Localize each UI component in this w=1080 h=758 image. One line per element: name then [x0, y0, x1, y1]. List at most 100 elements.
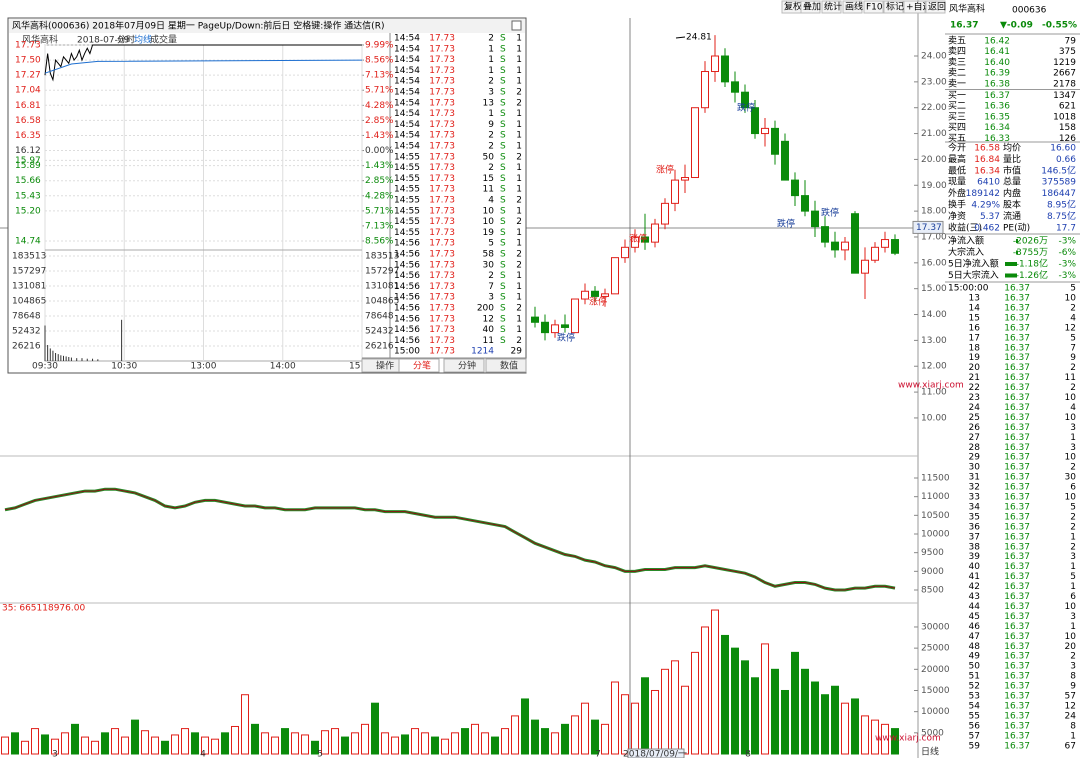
y-tick-label: 19.00 [921, 181, 947, 191]
candle-body [751, 107, 759, 135]
volume-bar [151, 736, 159, 755]
tick-index: 37 [969, 532, 980, 542]
trade-cell: 1 [516, 131, 522, 141]
tick-price: 16.37 [1004, 731, 1030, 741]
trade-cell: S [500, 206, 506, 216]
tick-index: 16 [969, 323, 981, 333]
trade-cell: S [500, 282, 506, 292]
trade-cell: 14:56 [394, 239, 420, 249]
book-volume: 1219 [1053, 58, 1076, 68]
volume-bar [11, 732, 19, 755]
candle-body [661, 202, 669, 225]
y-tick-label: 13.00 [921, 336, 947, 346]
candle-body [611, 257, 619, 295]
toolbar-button[interactable] [863, 0, 884, 14]
book-side: 买二 [948, 101, 966, 112]
y-tick-label: 183513 [12, 252, 46, 262]
trade-cell: 14:56 [394, 336, 420, 346]
stat-value: 16.58 [974, 144, 1000, 154]
toolbar-button[interactable] [883, 0, 904, 14]
trade-cell: 17.73 [429, 185, 455, 195]
volume-bar [681, 685, 689, 755]
volume-bar [261, 732, 269, 755]
y2-tick-label: 1.43% [365, 131, 394, 141]
tick-index: 40 [969, 562, 981, 572]
toolbar-button[interactable] [903, 0, 926, 14]
book-side: 买五 [948, 133, 966, 144]
stock-name: 风华高科 [949, 3, 985, 15]
trade-cell: 17.73 [429, 250, 455, 260]
limit-annotation: 跌停 [557, 332, 575, 344]
tick-index: 47 [969, 632, 980, 642]
tick-index: 38 [969, 542, 981, 552]
stat-value: 0.462 [974, 223, 1000, 233]
tab[interactable] [443, 358, 485, 373]
trade-cell: 14:56 [394, 282, 420, 292]
trade-cell: 17.73 [429, 271, 455, 281]
volume-bar [691, 651, 699, 755]
volume-bar [251, 723, 259, 755]
popup-close[interactable] [511, 20, 522, 31]
volume-bar [361, 723, 369, 755]
trade-cell: 1 [488, 55, 494, 65]
y-tick-label: 10500 [921, 511, 950, 521]
tick-price: 16.37 [1004, 512, 1030, 522]
toolbar-button[interactable] [821, 0, 842, 14]
volume-bar [801, 668, 809, 755]
tick-index: 17 [969, 333, 980, 343]
volume-bar [621, 694, 629, 755]
trade-cell: 1 [488, 109, 494, 119]
tick-index: 52 [969, 682, 980, 692]
tick-volume: 7 [1070, 343, 1076, 353]
candle-body [851, 213, 859, 274]
candle-body [731, 81, 739, 93]
candle-body [651, 223, 659, 243]
y2-tick-label: 157297 [365, 266, 399, 276]
trade-cell: 14:55 [394, 228, 420, 238]
trade-cell: 1 [516, 174, 522, 184]
tick-volume: 2 [1070, 512, 1076, 522]
volume-bar [481, 732, 489, 755]
trade-cell: 1 [516, 325, 522, 335]
trade-cell: S [500, 336, 506, 346]
tick-index: 36 [969, 522, 981, 532]
volume-bar [31, 728, 39, 755]
toolbar-button[interactable] [842, 0, 863, 14]
volume-bar [811, 681, 819, 755]
change-pct: -0.55% [1042, 21, 1077, 31]
y2-tick-label: 5.71% [365, 86, 394, 96]
tick-volume: 3 [1070, 443, 1076, 453]
volume-bar [271, 736, 279, 755]
y2-tick-label: 52432 [365, 327, 394, 337]
tick-index: 25 [969, 413, 980, 423]
tab[interactable] [485, 358, 527, 373]
toolbar-button[interactable] [800, 0, 821, 14]
tick-price: 16.37 [1004, 463, 1030, 473]
high-label: 24.81 [686, 33, 712, 43]
volume-label: 35: 665118976.00 [2, 604, 85, 614]
candle-body [811, 210, 819, 228]
book-volume: 621 [1059, 102, 1076, 112]
trade-cell: 14:56 [394, 250, 420, 260]
tick-volume: 20 [1065, 642, 1077, 652]
popup-titlebar [9, 19, 525, 33]
tick-volume: 2 [1070, 652, 1076, 662]
trade-cell: 1 [516, 44, 522, 54]
tick-index: 26 [969, 423, 981, 433]
y-tick-label: 30000 [921, 622, 950, 632]
trade-cell: 1 [516, 239, 522, 249]
candle-body [831, 241, 839, 251]
change: ▼-0.09 [1000, 21, 1033, 31]
toolbar-button[interactable] [925, 0, 946, 14]
y2-tick-label: 26216 [365, 342, 394, 352]
y-tick-label: 18.00 [921, 207, 947, 217]
tab[interactable] [398, 358, 440, 373]
tick-price: 16.37 [1004, 363, 1030, 373]
trade-cell: 15 [483, 174, 494, 184]
flow-value: -2026万 [1013, 237, 1048, 247]
tick-volume: 3 [1070, 552, 1076, 562]
candle-body [721, 55, 729, 83]
stat-value: 17.7 [1056, 223, 1076, 233]
tick-volume: 8 [1070, 672, 1076, 682]
tick-index: 33 [969, 493, 980, 503]
